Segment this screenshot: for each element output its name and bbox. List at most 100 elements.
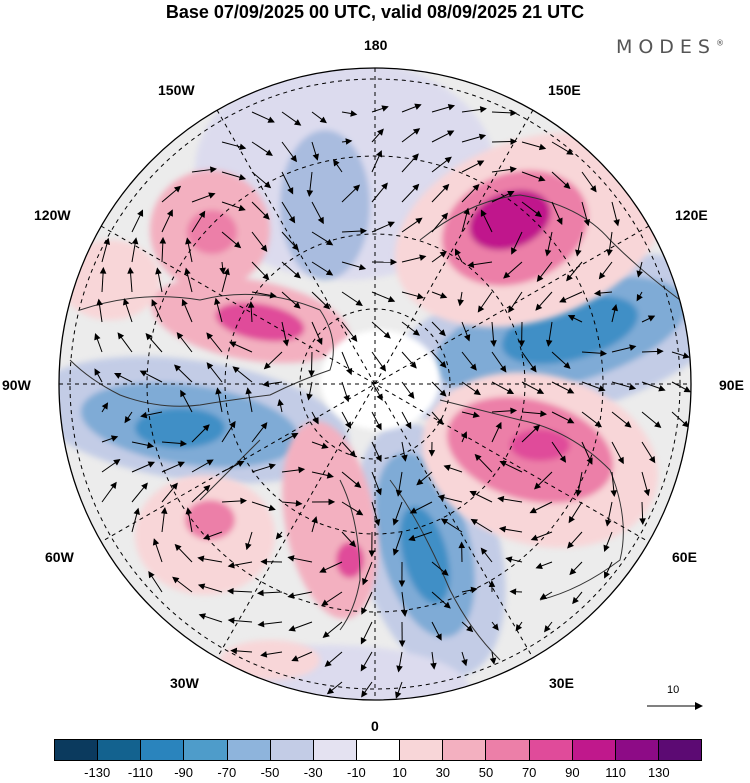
wind-vector-head <box>227 561 235 569</box>
wind-vector-head <box>658 385 666 392</box>
wind-vector-head <box>256 589 264 597</box>
wind-vector-head <box>101 402 109 410</box>
wind-vector-head <box>245 387 252 395</box>
wind-vector-head <box>568 515 575 524</box>
wind-vector-head <box>288 625 296 632</box>
wind-vector-head <box>603 571 610 579</box>
wind-vector-head <box>326 472 334 479</box>
wind-vector-head <box>395 691 402 699</box>
wind-vector-head <box>291 655 299 662</box>
wind-vector-head <box>206 362 214 370</box>
wind-vector-head <box>141 482 148 490</box>
wind-vector-head <box>152 538 160 546</box>
wind-vector-head <box>321 442 329 449</box>
wind-vector-head <box>478 133 487 141</box>
wind-vector-head <box>398 640 406 648</box>
wind-vector-head <box>185 237 192 245</box>
wind-vector-head <box>533 424 541 432</box>
wind-vector-head <box>232 366 240 373</box>
wind-vector-head <box>328 498 336 506</box>
lon-label-60e: 60E <box>672 549 697 565</box>
wind-vector-head <box>497 495 505 503</box>
wind-vector-head <box>409 361 417 369</box>
wind-vector-head <box>173 185 182 193</box>
wind-vector-head <box>345 421 352 429</box>
wind-vector-head <box>535 303 543 311</box>
lon-label-30e: 30E <box>549 675 574 691</box>
wind-vector-head <box>648 455 656 464</box>
wind-vector-head <box>176 332 184 340</box>
colorbar-swatch <box>227 740 271 760</box>
wind-vector-head <box>567 417 575 424</box>
wind-vector-head <box>495 421 502 430</box>
wind-vector-head <box>530 534 539 541</box>
wind-vector-head <box>390 258 398 266</box>
wind-vector-head <box>476 160 485 167</box>
wind-vector-head <box>114 372 122 379</box>
wind-vector-head <box>209 166 217 173</box>
lon-label-90e: 90E <box>719 377 744 393</box>
wind-vector-head <box>624 420 632 428</box>
wind-vector-head <box>444 156 452 164</box>
wind-vector-head <box>567 541 574 549</box>
colorbar <box>54 739 702 761</box>
wind-vector-head <box>94 368 101 376</box>
wind-vector-head <box>288 216 296 224</box>
wind-vector-head <box>322 631 330 638</box>
wind-vector-head <box>206 332 214 340</box>
wind-vector-head <box>240 497 248 505</box>
wind-vector-head <box>567 315 576 321</box>
wind-vector-head <box>509 166 517 173</box>
wind-vector-head <box>323 302 331 310</box>
wind-vector-head <box>230 647 238 655</box>
wind-vector-head <box>439 292 448 299</box>
wind-vector-head <box>229 420 236 429</box>
wind-vector-head <box>398 580 406 588</box>
wind-vector-head <box>140 411 148 419</box>
wind-vector-head <box>159 236 167 244</box>
wind-vector-head <box>353 184 361 192</box>
wind-vector-head <box>203 533 211 540</box>
negative-lobe-w-core <box>135 408 225 448</box>
positive-lobe-ne-core <box>469 190 551 250</box>
wind-vector-head <box>349 540 357 548</box>
colorbar-swatch <box>184 740 228 760</box>
wind-vector-head <box>145 333 153 341</box>
wind-vector-head <box>469 490 477 497</box>
positive-lobe-sw-core <box>185 500 235 540</box>
wind-vector-head <box>441 568 449 576</box>
wind-vector-head <box>654 421 662 429</box>
wind-vector-head <box>563 182 571 189</box>
wind-vector-head <box>416 293 425 300</box>
wind-vector-head <box>544 625 551 633</box>
wind-vector-head <box>350 110 358 117</box>
wind-vector-head <box>321 599 329 606</box>
registered-mark: ® <box>716 38 724 48</box>
wind-vector-head <box>383 331 391 339</box>
brand-text: MODES <box>615 36 716 58</box>
wind-vector-head <box>239 143 247 150</box>
wind-vector-head <box>509 588 517 596</box>
wind-vector-head <box>293 301 301 309</box>
colorbar-tick-label: -50 <box>260 765 280 780</box>
colorbar-tick-label: 90 <box>565 765 580 780</box>
wind-vector-head <box>151 299 158 307</box>
positive-lobe-far-sw <box>220 640 320 680</box>
lon-label-120w: 120W <box>34 207 71 223</box>
wind-vector-head <box>472 411 480 419</box>
wind-vector-head <box>593 289 601 297</box>
wind-vector-head <box>598 385 606 392</box>
wind-vector-head <box>177 461 185 468</box>
colorbar-swatch <box>615 740 659 760</box>
wind-vector-head <box>536 387 545 394</box>
lon-label-90w: 90W <box>2 377 31 393</box>
wind-vector-head <box>536 274 544 282</box>
wind-vector-head <box>682 420 690 428</box>
wind-vector-head <box>147 461 156 468</box>
wind-vector-head <box>227 617 235 624</box>
wind-vector-head <box>298 466 306 474</box>
wind-vector-head <box>290 154 297 163</box>
wind-vector-head <box>208 192 216 199</box>
colorbar-tick-label: 30 <box>435 765 451 780</box>
wind-vector-head <box>312 153 319 161</box>
